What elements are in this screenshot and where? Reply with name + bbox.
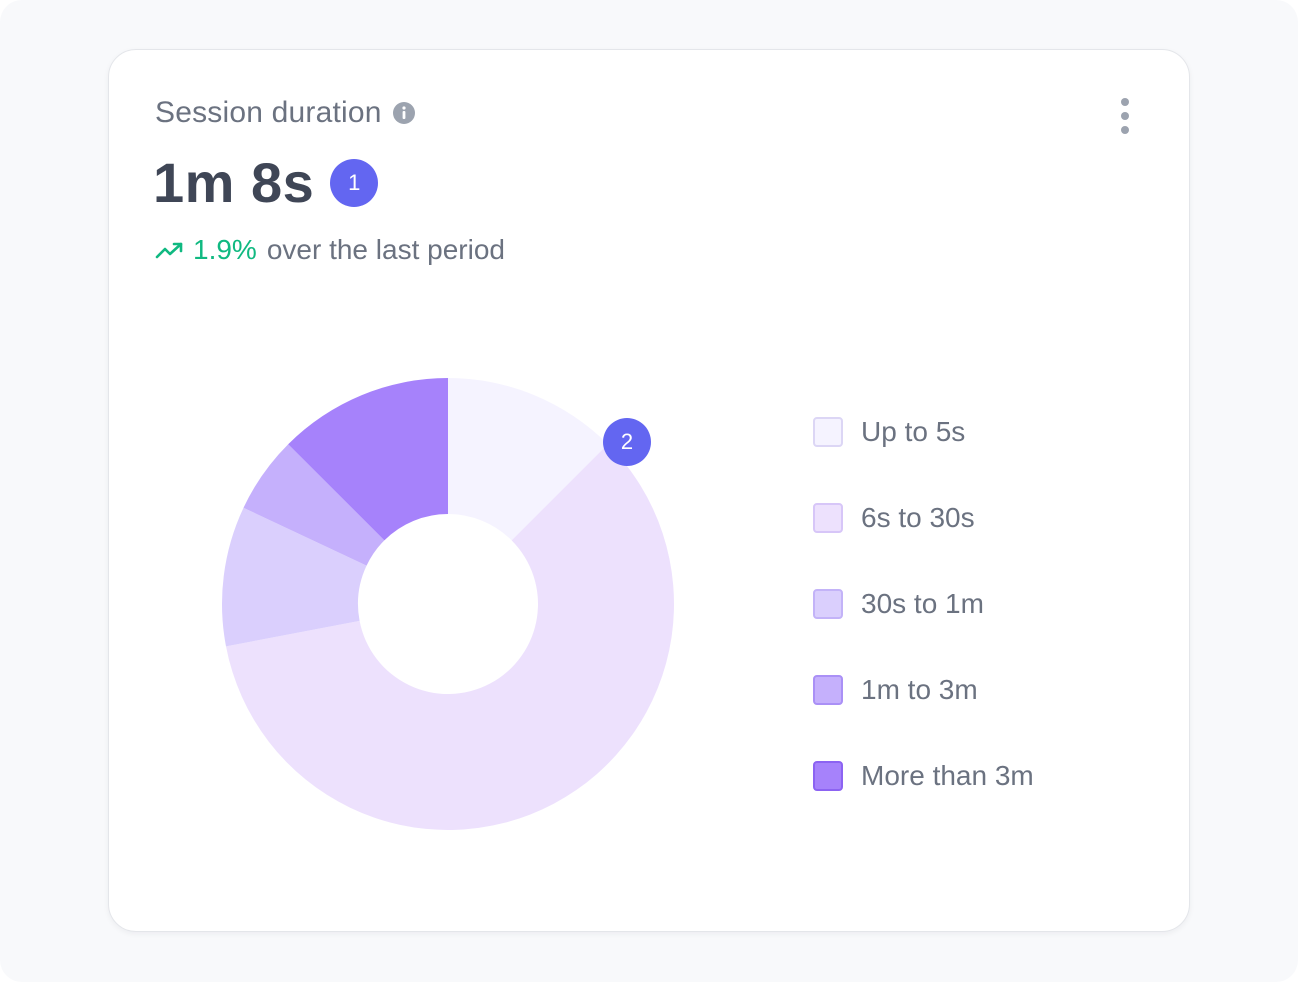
- donut-slice-1[interactable]: [448, 378, 608, 541]
- legend-swatch: [813, 503, 843, 533]
- legend-swatch: [813, 417, 843, 447]
- donut-slice-3[interactable]: [222, 507, 367, 647]
- card-header: Session duration: [155, 96, 416, 130]
- card-title: Session duration: [155, 96, 382, 129]
- trend-text: over the last period: [266, 234, 505, 265]
- legend-swatch: [813, 761, 843, 791]
- metric-value: 1m 8s: [153, 151, 315, 214]
- session-duration-card: Session duration 1m 8s 1 1.9% over the l…: [108, 49, 1190, 932]
- legend-item[interactable]: More than 3m: [813, 760, 1034, 792]
- more-vertical-icon[interactable]: [1111, 96, 1139, 138]
- trend-percent: 1.9%: [193, 234, 257, 265]
- donut-slice-5[interactable]: [288, 378, 448, 541]
- trend-row: 1.9% over the last period: [155, 234, 505, 266]
- legend-label: 1m to 3m: [861, 674, 978, 705]
- donut-chart: [222, 378, 674, 831]
- legend-label: 30s to 1m: [861, 588, 984, 619]
- legend-label: More than 3m: [861, 760, 1034, 791]
- donut-slice-2[interactable]: [226, 444, 674, 831]
- legend-item[interactable]: 30s to 1m: [813, 588, 1034, 620]
- donut-slice-4[interactable]: [243, 444, 385, 566]
- info-icon[interactable]: [392, 101, 416, 125]
- legend-label: Up to 5s: [861, 416, 966, 447]
- chart-legend: Up to 5s 6s to 30s 30s to 1m 1m to 3m More t…: [813, 416, 1034, 846]
- legend-swatch: [813, 675, 843, 705]
- legend-item[interactable]: 6s to 30s: [813, 502, 1034, 534]
- legend-item[interactable]: Up to 5s: [813, 416, 1034, 448]
- metric-row: 1m 8s 1: [153, 150, 379, 215]
- legend-item[interactable]: 1m to 3m: [813, 674, 1034, 706]
- legend-label: 6s to 30s: [861, 502, 975, 533]
- legend-swatch: [813, 589, 843, 619]
- step-badge-1: 1: [330, 158, 379, 207]
- trending-up-icon: [155, 242, 183, 259]
- step-badge-2: 2: [603, 418, 651, 466]
